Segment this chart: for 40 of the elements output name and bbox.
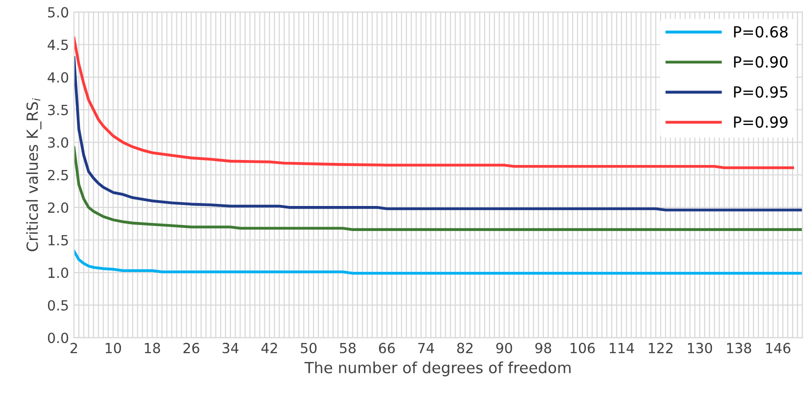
x-tick-label: 130 bbox=[688, 342, 712, 354]
y-tick-label: 4.5 bbox=[48, 40, 68, 50]
x-tick-label: 34 bbox=[222, 342, 238, 354]
x-tick-label: 106 bbox=[570, 342, 595, 354]
x-tick-label: 10 bbox=[106, 342, 121, 354]
y-axis-title: Critical values K_RS$_{i}$ bbox=[26, 98, 42, 252]
y-tick-label: 2.5 bbox=[48, 170, 68, 180]
x-tick-label: 66 bbox=[378, 342, 395, 354]
y-tick-label: 1.5 bbox=[48, 235, 68, 246]
x-tick-label: 138 bbox=[727, 342, 752, 354]
legend-label: P=0.68 bbox=[734, 26, 788, 38]
x-tick-label: 82 bbox=[457, 342, 473, 354]
y-tick-label: 1.0 bbox=[48, 268, 68, 278]
x-axis-title: The number of degrees of freedom bbox=[304, 362, 571, 376]
legend-label: P=0.95 bbox=[734, 86, 788, 98]
x-tick-label: 18 bbox=[144, 342, 160, 354]
x-tick-label: 74 bbox=[418, 342, 434, 354]
x-tick-label: 2 bbox=[70, 342, 77, 354]
x-tick-label: 122 bbox=[648, 342, 672, 354]
y-tick-label: 2.0 bbox=[48, 202, 68, 213]
x-tick-label: 42 bbox=[261, 342, 277, 354]
y-tick-label: 3.0 bbox=[48, 137, 68, 148]
legend-label: P=0.99 bbox=[734, 116, 788, 128]
y-tick-label: 5.0 bbox=[48, 7, 68, 18]
x-tick-label: 58 bbox=[340, 342, 356, 354]
line-series bbox=[74, 250, 802, 275]
y-tick-label: 3.5 bbox=[48, 104, 68, 116]
x-tick-label: 90 bbox=[496, 342, 512, 354]
x-tick-label: 146 bbox=[766, 342, 790, 354]
x-tick-label: 98 bbox=[535, 342, 552, 354]
x-tick-label: 50 bbox=[300, 342, 317, 354]
legend-label: P=0.90 bbox=[734, 56, 788, 68]
y-tick-label: 0.0 bbox=[48, 332, 68, 344]
line-series bbox=[74, 56, 802, 212]
line-series bbox=[74, 146, 802, 231]
line-series bbox=[74, 36, 794, 170]
y-tick-label: 0.5 bbox=[48, 300, 68, 311]
y-tick-label: 4.0 bbox=[48, 72, 68, 83]
x-tick-label: 114 bbox=[610, 342, 634, 354]
x-tick-label: 26 bbox=[183, 342, 200, 354]
